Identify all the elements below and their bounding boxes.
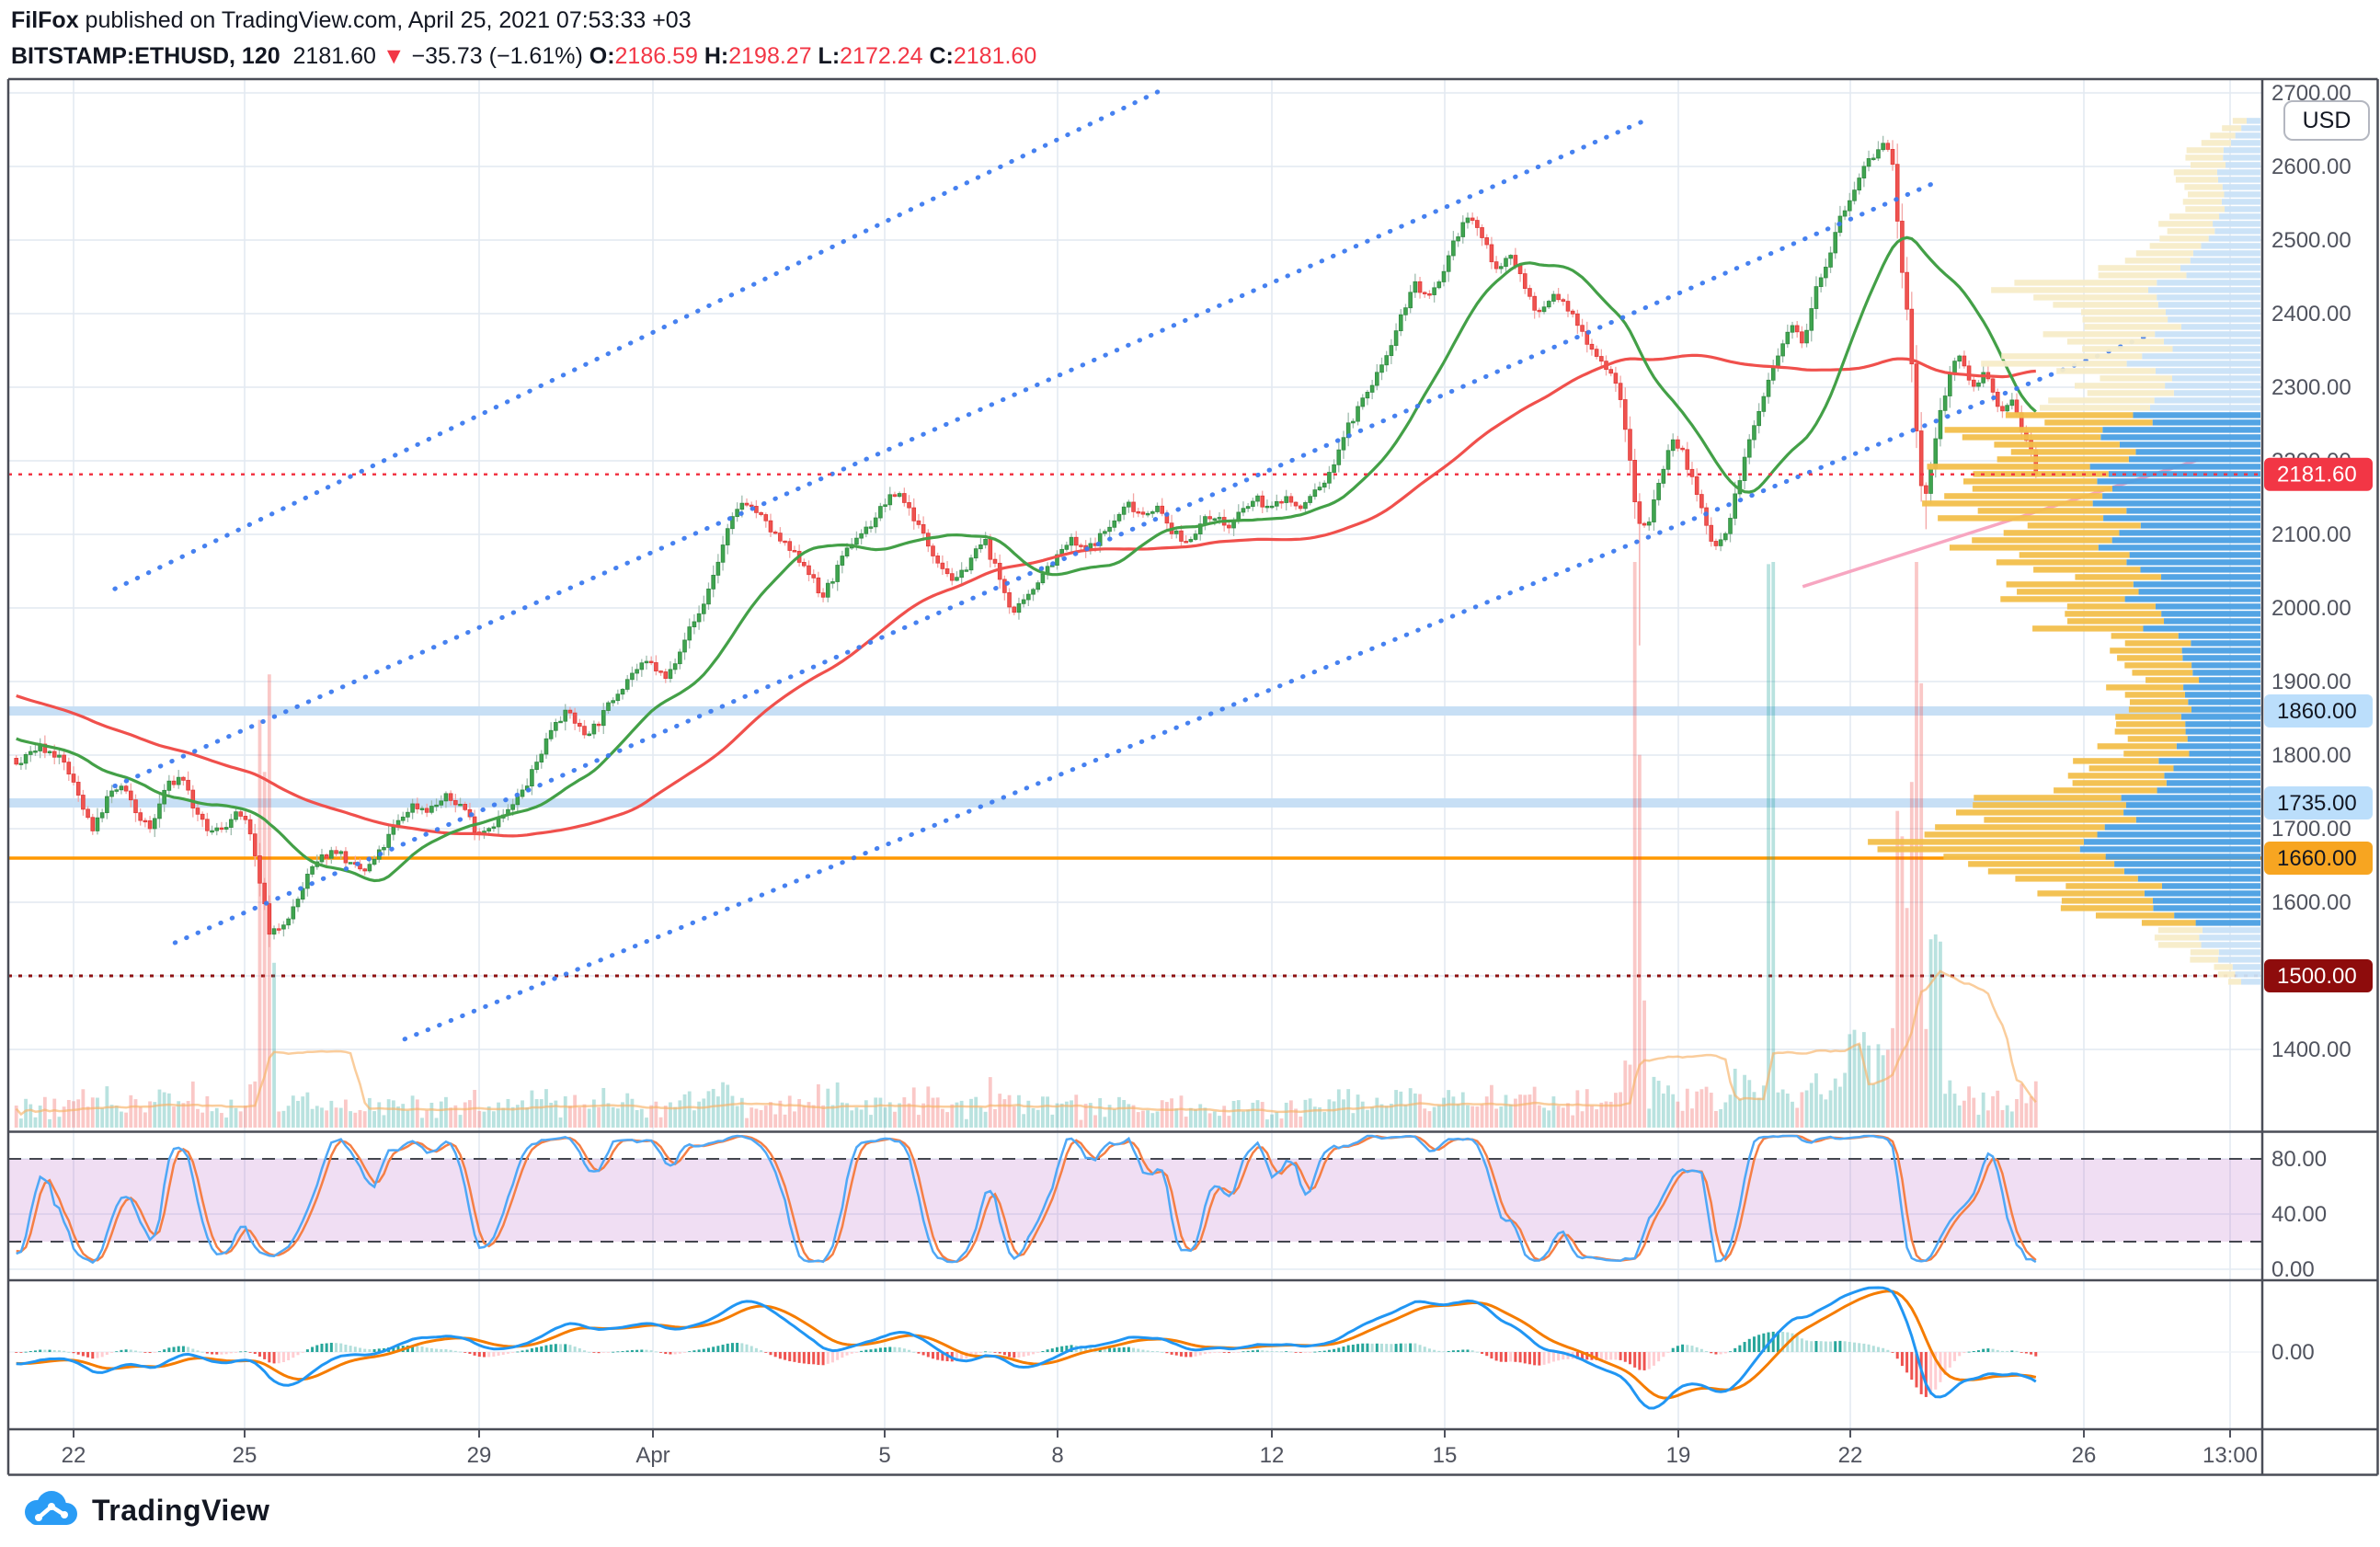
down-arrow-icon: ▼ [382, 43, 406, 69]
stoch-band [8, 1159, 2262, 1242]
channel-line-4[interactable] [402, 333, 2150, 1042]
last-price-badge [2264, 457, 2373, 491]
close-label: C: [922, 43, 954, 69]
level-badge-1660 [2264, 842, 2373, 875]
level-band-1735[interactable] [8, 798, 2262, 808]
last-price: 2181.60 [280, 43, 383, 69]
level-badge-1860-label: 1860.00 [2277, 699, 2357, 724]
indicator-axis-labels: 80.00 40.00 0.00 0.00 [2271, 1147, 2327, 1365]
channel-line-1[interactable] [112, 85, 1171, 591]
frame-layer [6, 77, 2379, 1476]
tradingview-logo-icon[interactable] [22, 1490, 79, 1530]
time-tick-label: Apr [635, 1443, 669, 1468]
volume-layer [14, 562, 2038, 1128]
high-label: H: [697, 43, 729, 69]
high-value: 2198.27 [728, 43, 812, 69]
level-badge-1660-label: 1660.00 [2277, 846, 2357, 871]
time-tick-label: 22 [62, 1443, 86, 1468]
symbol-header: BITSTAMP:ETHUSD, 120 2181.60 ▼ −35.73 (−… [11, 43, 1036, 70]
macd-tick-label: 0.00 [2271, 1340, 2315, 1365]
stoch-panel[interactable] [8, 1134, 2262, 1265]
level-badge-1735-label: 1735.00 [2277, 791, 2357, 816]
brand-name[interactable]: TradingView [92, 1493, 270, 1527]
time-tick-label: 26 [2072, 1443, 2097, 1468]
price-axis[interactable]: 2700.002600.002500.002400.002300.002200.… [2264, 81, 2373, 1062]
open-label: O: [589, 43, 615, 69]
channel-line-2[interactable] [112, 115, 1653, 789]
price-tick-label: 2000.00 [2271, 596, 2351, 621]
open-value: 2186.59 [614, 43, 698, 69]
time-tick-label: 22 [1838, 1443, 1863, 1468]
tradingview-attribution[interactable]: TradingView [22, 1490, 269, 1530]
level-badge-1500 [2264, 959, 2373, 992]
volume-profile-layer [1868, 118, 2260, 985]
currency-toggle[interactable] [2283, 100, 2370, 141]
close-value: 2181.60 [953, 43, 1037, 69]
price-tick-label: 1800.00 [2271, 743, 2351, 768]
volume-ma-line [15, 969, 2037, 1117]
last-price-badge-label: 2181.60 [2277, 463, 2357, 487]
time-tick-label: 25 [233, 1443, 257, 1468]
price-tick-label: 1600.00 [2271, 890, 2351, 915]
price-tick-label: 2400.00 [2271, 302, 2351, 327]
candles-layer[interactable] [14, 135, 2039, 947]
macd-panel[interactable] [15, 1286, 2038, 1410]
stoch-tick-label: 0.00 [2271, 1257, 2315, 1282]
time-tick-label: 13:00 [2203, 1443, 2258, 1468]
price-tick-label: 2300.00 [2271, 375, 2351, 400]
low-label: L: [811, 43, 841, 69]
macd-line[interactable] [16, 1286, 2037, 1410]
stoch-tick-label: 40.00 [2271, 1202, 2327, 1227]
moving-averages-layer [16, 235, 2037, 883]
published-text: published on TradingView.com, April 25, … [78, 7, 692, 33]
low-value: 2172.24 [840, 43, 923, 69]
time-tick-label: 5 [878, 1443, 890, 1468]
time-tick-label: 19 [1666, 1443, 1691, 1468]
time-tick-label: 15 [1433, 1443, 1458, 1468]
channel-line-3[interactable] [172, 181, 1934, 945]
price-tick-label: 1400.00 [2271, 1037, 2351, 1062]
symbol-interval[interactable]: BITSTAMP:ETHUSD, 120 [11, 43, 280, 69]
time-tick-label: 12 [1260, 1443, 1285, 1468]
currency-label[interactable]: USD [2303, 108, 2351, 133]
ma-slow-line[interactable] [16, 353, 2036, 838]
level-badge-1500-label: 1500.00 [2277, 964, 2357, 989]
price-tick-label: 1700.00 [2271, 817, 2351, 842]
price-tick-label: 2100.00 [2271, 522, 2351, 547]
time-tick-label: 29 [467, 1443, 492, 1468]
price-tick-label: 2600.00 [2271, 155, 2351, 179]
price-tick-label: 1900.00 [2271, 670, 2351, 694]
price-tick-label: 2500.00 [2271, 228, 2351, 253]
level-band-1860[interactable] [8, 706, 2262, 716]
stoch-k-line[interactable] [16, 1134, 2037, 1265]
channel-lines-layer [112, 85, 2199, 1042]
macd-signal-line[interactable] [16, 1289, 2037, 1400]
time-tick-label: 8 [1051, 1443, 1063, 1468]
publish-header: FilFox published on TradingView.com, Apr… [11, 7, 692, 34]
price-change: −35.73 (−1.61%) [405, 43, 589, 69]
level-badge-1735 [2264, 786, 2373, 819]
level-badge-1860 [2264, 694, 2373, 728]
ma-fast-line[interactable] [16, 235, 2037, 883]
time-axis[interactable]: 22 25 29 Apr 5 8 12 15 19 22 26 13:00 [62, 1430, 2258, 1468]
publisher-name: FilFox [11, 7, 79, 33]
price-levels-layer [8, 706, 2262, 978]
stoch-tick-label: 80.00 [2271, 1147, 2327, 1172]
